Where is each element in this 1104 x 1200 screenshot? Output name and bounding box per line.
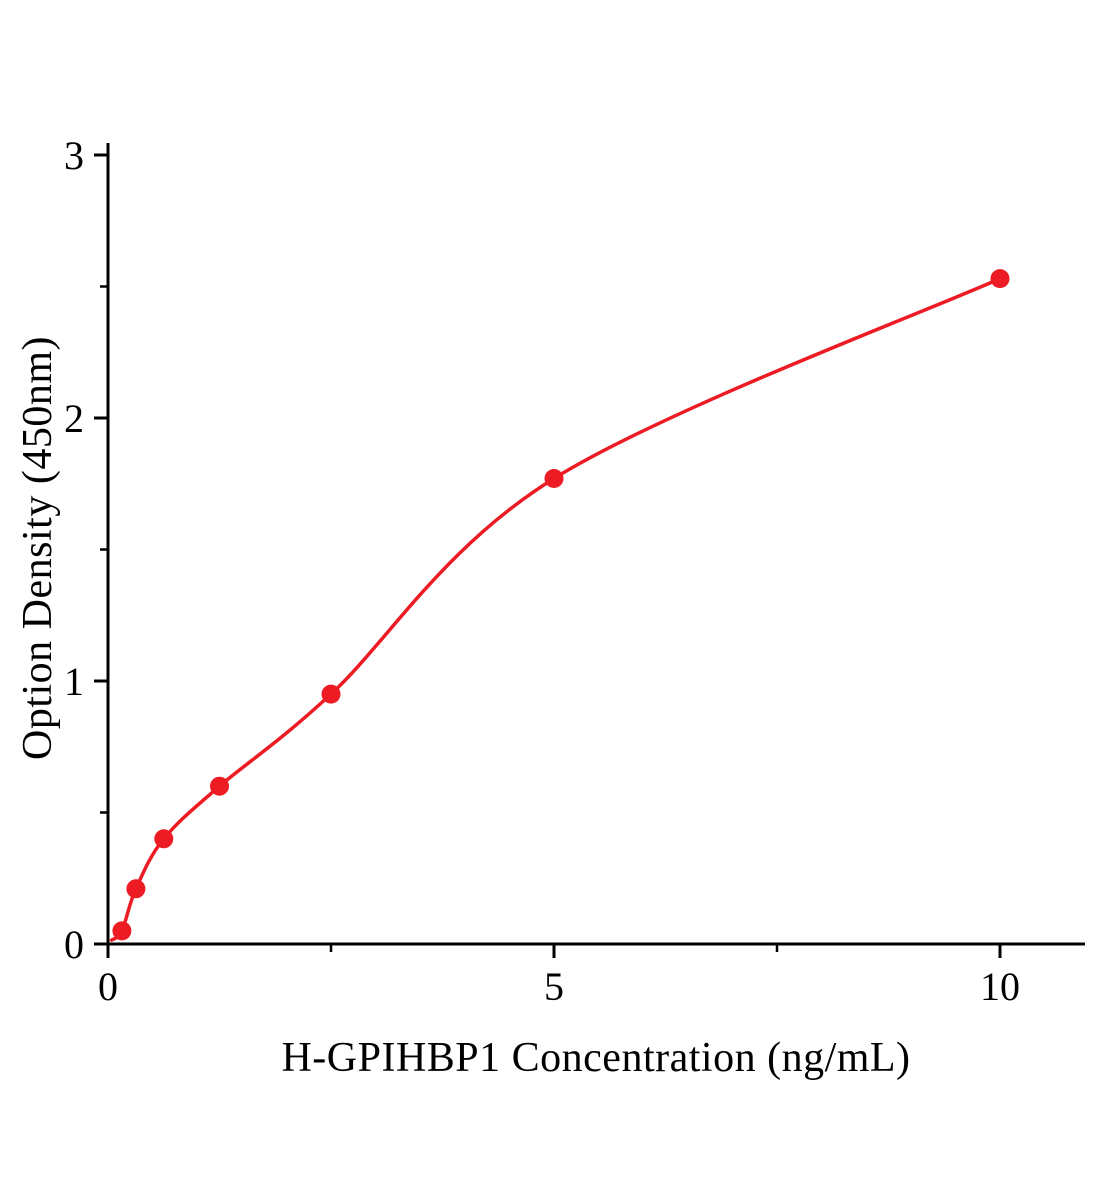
x-tick-label: 0 <box>98 964 118 1009</box>
data-point <box>112 921 132 941</box>
data-point <box>544 469 564 488</box>
axes <box>106 143 1085 946</box>
x-tick-label: 5 <box>544 964 564 1009</box>
fit-curve <box>109 276 1002 942</box>
y-axis-label: Option Density (450nm) <box>15 336 61 760</box>
data-point <box>210 776 229 796</box>
y-tick-label: 0 <box>64 922 84 967</box>
data-point <box>126 879 146 899</box>
data-point <box>154 829 174 849</box>
x-axis-label: H-GPIHBP1 Concentration (ng/mL) <box>281 1035 911 1081</box>
y-tick-label: 1 <box>64 659 84 704</box>
y-tick-label: 2 <box>64 396 84 441</box>
data-point <box>321 684 341 704</box>
x-tick-label: 10 <box>980 964 1020 1009</box>
y-tick-label: 3 <box>64 133 84 178</box>
data-point <box>990 269 1010 289</box>
